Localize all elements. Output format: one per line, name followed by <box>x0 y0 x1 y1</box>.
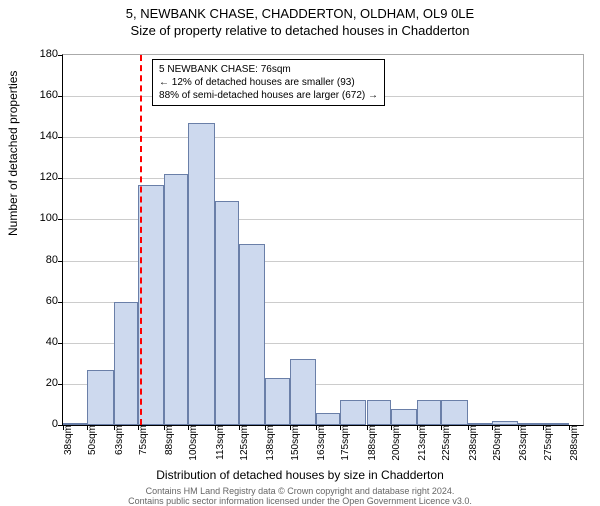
y-tick-mark <box>58 178 63 179</box>
y-tick-mark <box>58 219 63 220</box>
histogram-bar <box>188 123 214 425</box>
x-tick-label: 63sqm <box>114 425 125 471</box>
y-tick-mark <box>58 96 63 97</box>
y-tick-label: 20 <box>46 377 58 389</box>
x-tick-label: 238sqm <box>468 425 479 471</box>
x-tick-label: 250sqm <box>492 425 503 471</box>
x-tick-label: 188sqm <box>367 425 378 471</box>
y-tick-label: 0 <box>52 418 58 430</box>
annotation-line-3: 88% of semi-detached houses are larger (… <box>159 89 378 102</box>
y-tick-label: 80 <box>46 254 58 266</box>
histogram-bar <box>391 409 417 425</box>
histogram-bar <box>340 400 366 425</box>
x-tick-label: 38sqm <box>63 425 74 471</box>
chart-title-main: 5, NEWBANK CHASE, CHADDERTON, OLDHAM, OL… <box>0 6 600 21</box>
x-tick-label: 288sqm <box>569 425 580 471</box>
histogram-bar <box>290 359 316 425</box>
plot-area: 38sqm50sqm63sqm75sqm88sqm100sqm113sqm125… <box>62 54 584 426</box>
y-tick-mark <box>58 384 63 385</box>
x-tick-label: 150sqm <box>290 425 301 471</box>
x-tick-label: 200sqm <box>391 425 402 471</box>
annotation-line-2: ← 12% of detached houses are smaller (93… <box>159 76 378 89</box>
histogram-bar <box>114 302 138 425</box>
footer-copyright-1: Contains HM Land Registry data © Crown c… <box>0 486 600 496</box>
annotation-callout: 5 NEWBANK CHASE: 76sqm← 12% of detached … <box>152 59 385 106</box>
histogram-bar <box>164 174 188 425</box>
x-axis-label: Distribution of detached houses by size … <box>0 468 600 482</box>
x-tick-label: 225sqm <box>441 425 452 471</box>
histogram-bar <box>441 400 467 425</box>
histogram-bar <box>265 378 289 425</box>
x-tick-label: 213sqm <box>417 425 428 471</box>
y-tick-label: 100 <box>40 212 58 224</box>
y-tick-mark <box>58 137 63 138</box>
y-tick-mark <box>58 343 63 344</box>
histogram-bar <box>215 201 239 425</box>
x-tick-label: 50sqm <box>87 425 98 471</box>
histogram-bar <box>316 413 340 425</box>
annotation-line-1: 5 NEWBANK CHASE: 76sqm <box>159 63 378 76</box>
y-tick-mark <box>58 261 63 262</box>
x-tick-label: 113sqm <box>215 425 226 471</box>
y-axis-label: Number of detached properties <box>6 71 20 236</box>
chart-title-sub: Size of property relative to detached ho… <box>0 23 600 38</box>
x-tick-label: 88sqm <box>164 425 175 471</box>
y-tick-label: 40 <box>46 336 58 348</box>
x-tick-label: 263sqm <box>518 425 529 471</box>
histogram-bar <box>367 400 391 425</box>
footer-copyright-2: Contains public sector information licen… <box>0 496 600 506</box>
y-tick-mark <box>58 302 63 303</box>
histogram-bar <box>87 370 113 426</box>
x-tick-label: 100sqm <box>188 425 199 471</box>
x-tick-label: 275sqm <box>543 425 554 471</box>
histogram-bar <box>239 244 265 425</box>
y-tick-label: 120 <box>40 171 58 183</box>
x-tick-label: 175sqm <box>340 425 351 471</box>
y-tick-mark <box>58 55 63 56</box>
property-marker-line <box>140 55 142 425</box>
y-tick-label: 180 <box>40 48 58 60</box>
y-tick-label: 60 <box>46 295 58 307</box>
x-tick-label: 125sqm <box>239 425 250 471</box>
histogram-bar <box>417 400 441 425</box>
y-tick-label: 140 <box>40 130 58 142</box>
x-tick-label: 138sqm <box>265 425 276 471</box>
x-tick-label: 75sqm <box>138 425 149 471</box>
x-tick-label: 163sqm <box>316 425 327 471</box>
y-tick-label: 160 <box>40 89 58 101</box>
